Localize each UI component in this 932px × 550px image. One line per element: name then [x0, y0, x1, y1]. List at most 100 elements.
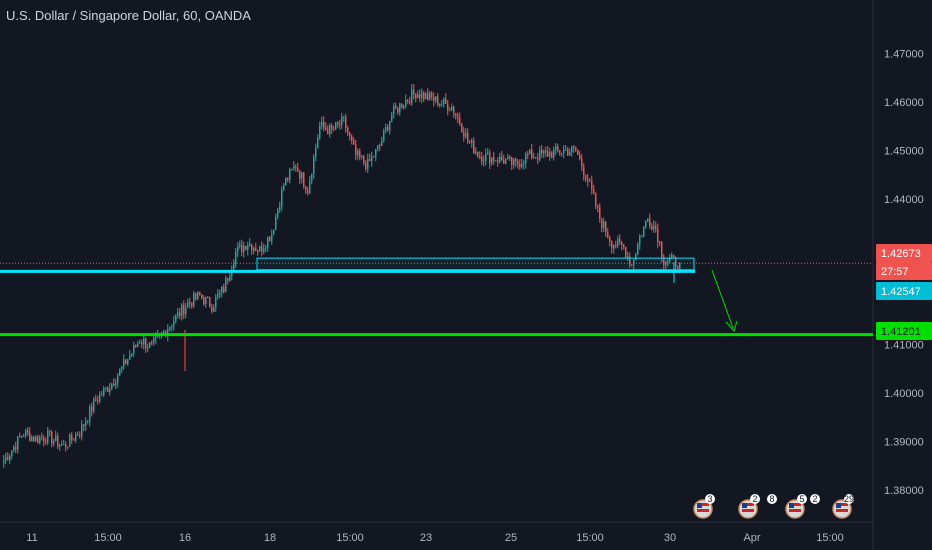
- event-count-bubble: [705, 494, 715, 504]
- candle-body: [495, 160, 497, 162]
- candle-body: [213, 307, 215, 312]
- time-tick-label: 25: [505, 532, 517, 544]
- candle-body: [119, 368, 121, 376]
- candle-body: [67, 446, 69, 448]
- candle-body: [139, 342, 141, 344]
- flag-canton-icon: [742, 503, 747, 508]
- flag-stripe-icon: [697, 509, 709, 512]
- candle-body: [531, 149, 533, 159]
- candle-body: [401, 103, 403, 109]
- candle-body: [29, 432, 31, 442]
- candle-body: [577, 150, 579, 155]
- flag-canton-icon: [789, 503, 794, 508]
- candle-body: [331, 125, 333, 130]
- candle-body: [293, 166, 295, 169]
- candle-body: [15, 447, 17, 450]
- candle-body: [141, 342, 143, 345]
- candle-body: [671, 255, 673, 259]
- candle-body: [383, 130, 385, 142]
- zone-price-text: 1.42547: [881, 286, 921, 298]
- candle-body: [339, 123, 341, 126]
- candle-body: [451, 107, 453, 111]
- candle-body: [425, 93, 427, 99]
- candle-body: [395, 105, 397, 109]
- candle-body: [57, 435, 59, 447]
- candle-body: [113, 383, 115, 386]
- candle-body: [673, 255, 675, 257]
- candle-body: [347, 128, 349, 133]
- flag-canton-icon: [836, 503, 841, 508]
- candle-body: [467, 132, 469, 142]
- candle-body: [379, 145, 381, 147]
- candle-body: [645, 221, 647, 227]
- candle-body: [429, 92, 431, 100]
- candle-body: [573, 146, 575, 148]
- candle-body: [619, 239, 621, 242]
- candle-body: [307, 190, 309, 194]
- candle-body: [623, 245, 625, 247]
- candle-body: [237, 246, 239, 252]
- candle-body: [169, 326, 171, 330]
- event-count: 2: [812, 494, 817, 504]
- candle-body: [635, 254, 637, 261]
- candle-body: [115, 382, 117, 386]
- flag-stripe-icon: [697, 503, 709, 506]
- candle-body: [497, 160, 499, 163]
- candle-body: [539, 150, 541, 160]
- candle-body: [471, 140, 473, 143]
- candle-body: [657, 228, 659, 243]
- candle-body: [633, 260, 635, 265]
- time-tick-label: 23: [420, 532, 432, 544]
- candle-body: [585, 175, 587, 180]
- candle-body: [409, 101, 411, 104]
- time-tick-label: 15:00: [816, 532, 844, 544]
- candle-body: [485, 153, 487, 161]
- candle-body: [167, 329, 169, 336]
- candle-body: [303, 172, 305, 187]
- candle-body: [31, 436, 33, 442]
- candle-body: [7, 457, 9, 461]
- candle-body: [217, 294, 219, 298]
- candle-body: [99, 394, 101, 402]
- candle-body: [251, 243, 253, 251]
- candle-body: [135, 345, 137, 347]
- candle-body: [49, 431, 51, 433]
- candle-body: [21, 436, 23, 438]
- candle-body: [625, 246, 627, 258]
- candle-body: [351, 135, 353, 141]
- flag-stripe-icon: [789, 509, 801, 512]
- candle-body: [637, 244, 639, 255]
- time-tick-label: 11: [26, 532, 37, 544]
- candle-body: [89, 406, 91, 422]
- candle-body: [201, 294, 203, 298]
- candle-body: [221, 286, 223, 293]
- candle-body: [593, 189, 595, 194]
- candle-body: [333, 129, 335, 131]
- candle-body: [433, 97, 435, 101]
- candle-body: [281, 189, 283, 207]
- candle-body: [569, 151, 571, 156]
- event-count-bubble: [750, 494, 760, 504]
- candle-body: [155, 336, 157, 339]
- candle-body: [9, 455, 11, 461]
- candle-body: [327, 129, 329, 135]
- candle-body: [25, 430, 27, 436]
- candle-body: [367, 159, 369, 169]
- candle-body: [261, 246, 263, 252]
- price-tick-label: 1.44000: [884, 194, 924, 206]
- candle-body: [289, 169, 291, 181]
- candle-body: [13, 447, 15, 451]
- candle-body: [63, 444, 65, 446]
- candle-body: [457, 115, 459, 118]
- candle-body: [675, 256, 677, 267]
- support-zone-box: [256, 257, 695, 271]
- candle-body: [571, 146, 573, 152]
- candle-body: [417, 94, 419, 99]
- candle-body: [103, 388, 105, 396]
- candle-body: [253, 248, 255, 251]
- candle-body: [615, 245, 617, 247]
- time-tick-label: 16: [179, 532, 191, 544]
- candle-body: [125, 359, 127, 365]
